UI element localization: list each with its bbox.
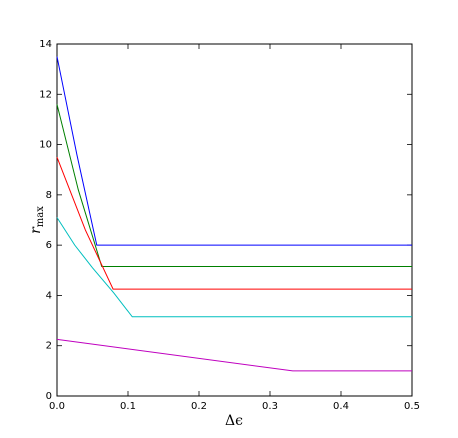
x-tick-label: 0.0: [49, 401, 65, 412]
series-line: [56, 56, 412, 246]
x-tick-label: 0.2: [191, 401, 207, 412]
y-tick-label: 14: [39, 39, 52, 50]
y-axis-label: rmax: [28, 206, 46, 234]
x-tick-label: 0.3: [262, 401, 278, 412]
series-line: [56, 338, 412, 372]
y-tick-label: 0: [46, 391, 52, 402]
series-line: [56, 156, 412, 290]
series-line: [56, 217, 412, 318]
y-tick-label: 4: [46, 290, 52, 301]
y-axis-label-base: r: [28, 226, 44, 234]
y-tick-label: 6: [46, 240, 52, 251]
y-tick-label: 12: [39, 89, 52, 100]
y-axis-label-sub: max: [35, 206, 46, 227]
x-tick-label: 0.4: [333, 401, 349, 412]
y-tick-label: 2: [46, 341, 52, 352]
x-axis-label: Δϵ: [225, 413, 243, 429]
plot-frame: [56, 43, 413, 397]
x-tick-label: 0.1: [120, 401, 136, 412]
x-tick-label: 0.5: [404, 401, 420, 412]
y-tick-label: 8: [46, 190, 52, 201]
y-tick-label: 10: [39, 140, 52, 151]
series-line: [56, 104, 412, 268]
